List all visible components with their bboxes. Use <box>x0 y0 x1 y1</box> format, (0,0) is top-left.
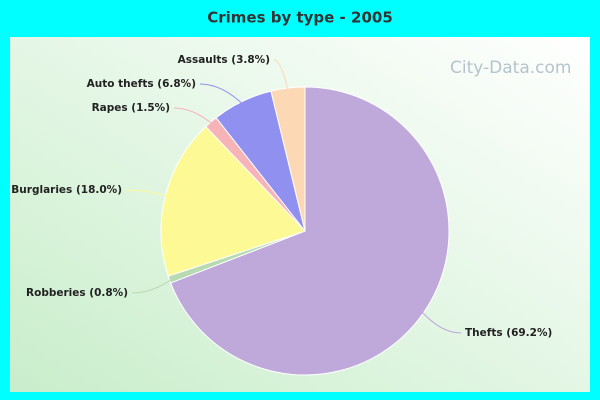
slice-label: Thefts (69.2%) <box>465 327 552 339</box>
slice-label: Burglaries (18.0%) <box>11 184 122 196</box>
leader-line <box>173 107 215 126</box>
category-name: Assaults <box>178 54 228 66</box>
slice-label: Assaults (3.8%) <box>178 54 270 66</box>
leader-line <box>273 59 289 93</box>
leader-line <box>125 189 170 198</box>
leader-line <box>419 309 462 334</box>
value-label: (69.2%) <box>506 327 552 339</box>
value-label: (18.0%) <box>76 184 122 196</box>
watermark: City-Data.com <box>450 58 571 78</box>
leader-line <box>199 83 245 106</box>
slice-label: Robberies (0.8%) <box>26 287 128 299</box>
chart-title: Crimes by type - 2005 <box>207 9 393 27</box>
pie: Thefts (69.2%) Robberies (0.8%) Burglaries… <box>11 54 552 376</box>
value-label: (3.8%) <box>231 54 270 66</box>
pie-slice <box>170 86 450 376</box>
category-name: Rapes <box>92 102 128 114</box>
leader-line <box>131 277 174 294</box>
value-label: (0.8%) <box>89 287 128 299</box>
category-name: Burglaries <box>11 184 72 196</box>
category-name: Auto thefts <box>87 78 154 90</box>
slice-label: Rapes (1.5%) <box>92 102 170 114</box>
slice-label: Auto thefts (6.8%) <box>87 78 196 90</box>
category-name: Robberies <box>26 287 86 299</box>
value-label: (6.8%) <box>157 78 196 90</box>
value-label: (1.5%) <box>131 102 170 114</box>
category-name: Thefts <box>465 327 503 339</box>
